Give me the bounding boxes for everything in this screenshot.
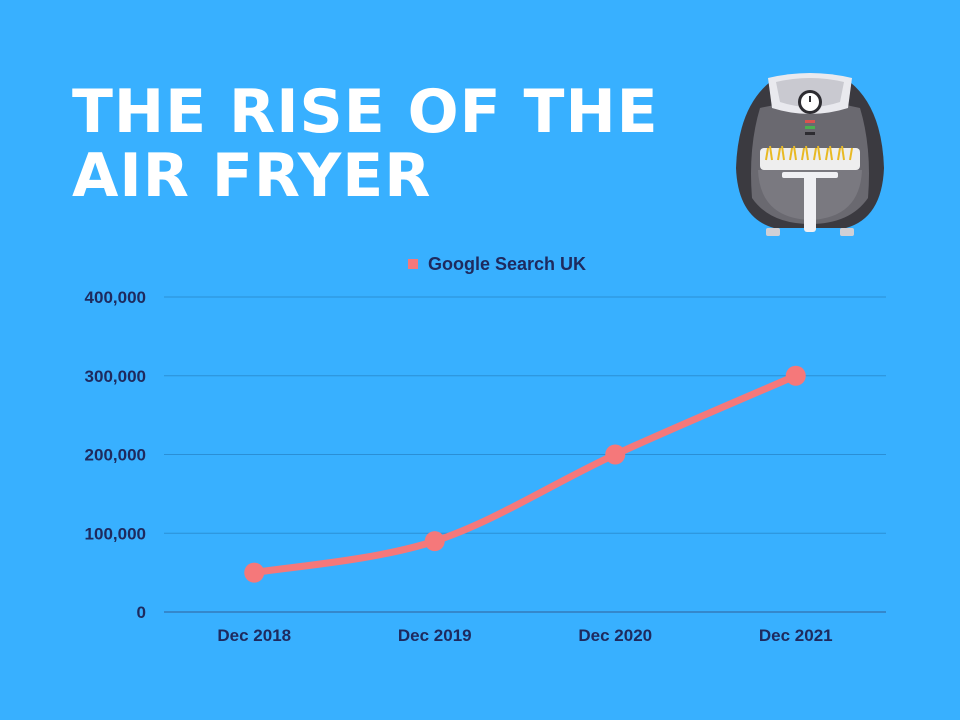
- legend-label: Google Search UK: [428, 254, 586, 274]
- chart-legend: Google Search UK: [408, 254, 586, 274]
- page-title: THE RISE OF THE AIR FRYER: [72, 80, 659, 208]
- y-tick-label: 400,000: [85, 288, 146, 307]
- x-tick-label: Dec 2019: [398, 626, 472, 645]
- title-line-1: THE RISE OF THE: [72, 77, 659, 147]
- y-tick-label: 0: [137, 603, 146, 622]
- data-point: [244, 562, 265, 583]
- x-tick-label: Dec 2021: [759, 626, 833, 645]
- data-point: [785, 365, 806, 386]
- y-tick-label: 300,000: [85, 367, 146, 386]
- x-tick-label: Dec 2020: [578, 626, 652, 645]
- line-chart: Google Search UK 0 100,000 200,000 300,000 4…: [85, 254, 886, 645]
- data-point: [424, 531, 445, 552]
- legend-swatch: [408, 259, 418, 269]
- x-tick-label: Dec 2018: [217, 626, 291, 645]
- y-tick-label: 100,000: [85, 524, 146, 543]
- y-tick-label: 200,000: [85, 446, 146, 465]
- series-line: [250, 372, 800, 577]
- air-fryer-illustration: [736, 73, 884, 236]
- title-line-2: AIR FRYER: [72, 141, 432, 211]
- data-point: [605, 444, 626, 465]
